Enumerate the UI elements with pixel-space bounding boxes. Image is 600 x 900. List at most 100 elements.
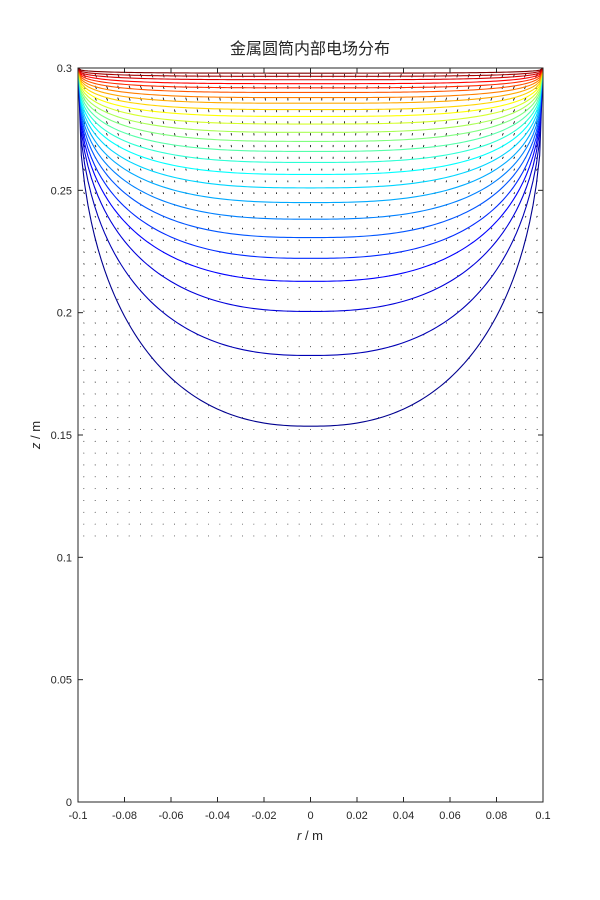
field-arrow — [536, 251, 538, 253]
field-arrow — [502, 227, 504, 230]
field-arrow — [524, 203, 527, 206]
field-arrow — [400, 97, 402, 101]
field-arrow — [501, 132, 504, 136]
field-arrow — [105, 263, 108, 265]
field-arrow — [445, 133, 447, 136]
field-arrow — [117, 192, 119, 195]
y-tick-label: 0.1 — [57, 552, 72, 564]
field-arrow — [128, 144, 131, 148]
field-arrow — [83, 286, 85, 289]
field-arrow — [445, 156, 447, 159]
field-arrow — [456, 156, 459, 159]
field-arrow — [140, 85, 142, 90]
contour-line — [78, 68, 543, 81]
field-arrow — [479, 168, 481, 171]
field-arrow — [105, 109, 108, 113]
field-arrow — [83, 192, 85, 195]
field-arrow — [513, 168, 516, 171]
field-arrow — [468, 132, 470, 136]
y-axis-label: z / m — [28, 421, 43, 450]
field-arrow — [513, 263, 516, 265]
contour-line — [78, 68, 543, 175]
x-tick-label: -0.06 — [158, 810, 183, 822]
field-arrow — [208, 97, 210, 101]
field-arrow — [513, 109, 516, 113]
field-arrow — [445, 109, 447, 113]
field-arrow — [230, 73, 233, 78]
field-arrow — [128, 180, 131, 183]
contour-line — [78, 68, 543, 312]
field-arrow — [490, 192, 493, 195]
field-arrow — [162, 144, 165, 148]
x-tick-label: -0.02 — [251, 810, 276, 822]
field-arrow — [536, 239, 538, 242]
field-arrow — [105, 251, 108, 253]
field-arrow — [174, 121, 176, 124]
field-arrow — [140, 132, 142, 136]
field-arrow — [162, 192, 164, 195]
field-arrow — [174, 156, 176, 159]
field-arrow — [242, 73, 244, 78]
field-arrow — [117, 156, 119, 159]
field-arrow — [140, 192, 142, 195]
contour-line — [78, 68, 543, 142]
field-arrow — [105, 203, 108, 206]
field-arrow — [456, 168, 459, 171]
y-axis-ticks: 0 0.05 0.1 0.15 0.2 0.25 0.3 — [51, 63, 543, 809]
field-arrow — [536, 168, 538, 171]
field-arrow — [479, 85, 481, 90]
field-arrow — [388, 73, 391, 78]
field-arrow — [536, 203, 538, 206]
field-arrow — [128, 109, 131, 113]
y-tick-label: 0.25 — [51, 185, 72, 197]
y-tick-label: 0 — [66, 797, 72, 809]
contour-line — [78, 68, 543, 94]
field-arrow — [400, 73, 402, 78]
x-tick-label: 0.1 — [535, 810, 550, 822]
field-arrow — [456, 180, 459, 183]
field-arrow — [536, 298, 538, 301]
field-arrow — [468, 121, 470, 124]
x-tick-label: 0.06 — [439, 810, 460, 822]
field-arrow — [468, 144, 470, 148]
field-arrow — [525, 286, 527, 289]
field-arrow — [411, 97, 413, 101]
field-arrow — [117, 263, 119, 265]
field-arrow — [128, 121, 131, 124]
field-arrow — [162, 180, 165, 183]
field-arrow — [94, 286, 96, 289]
y-tick-label: 0.3 — [57, 63, 72, 75]
field-arrow — [513, 132, 516, 136]
contour-line — [78, 68, 543, 117]
field-arrow — [219, 109, 221, 113]
field-arrow — [513, 251, 516, 253]
field-arrow — [105, 192, 108, 195]
contour-line — [78, 68, 543, 74]
field-arrow — [151, 121, 153, 124]
field-arrow — [479, 227, 481, 230]
field-arrow — [128, 227, 130, 230]
field-arrow — [151, 215, 153, 218]
field-arrow — [196, 97, 199, 101]
field-arrow — [151, 168, 153, 171]
field-arrow — [128, 192, 131, 195]
field-arrow — [196, 133, 199, 136]
field-arrow — [94, 168, 97, 171]
field-arrow — [388, 97, 391, 101]
field-arrow — [83, 263, 85, 265]
field-arrow — [208, 133, 210, 136]
contour-line — [78, 68, 543, 357]
contour-line — [78, 68, 543, 427]
field-arrow — [479, 215, 481, 218]
field-arrow — [490, 97, 493, 101]
field-arrow — [536, 227, 538, 230]
field-arrow — [117, 239, 119, 242]
field-arrow — [105, 215, 108, 218]
field-arrow — [83, 275, 85, 277]
field-arrow — [185, 133, 187, 136]
contour-line — [78, 68, 543, 259]
contour-line — [78, 68, 543, 89]
field-arrow — [490, 121, 493, 124]
field-arrow — [151, 156, 153, 159]
field-arrow — [525, 275, 527, 277]
